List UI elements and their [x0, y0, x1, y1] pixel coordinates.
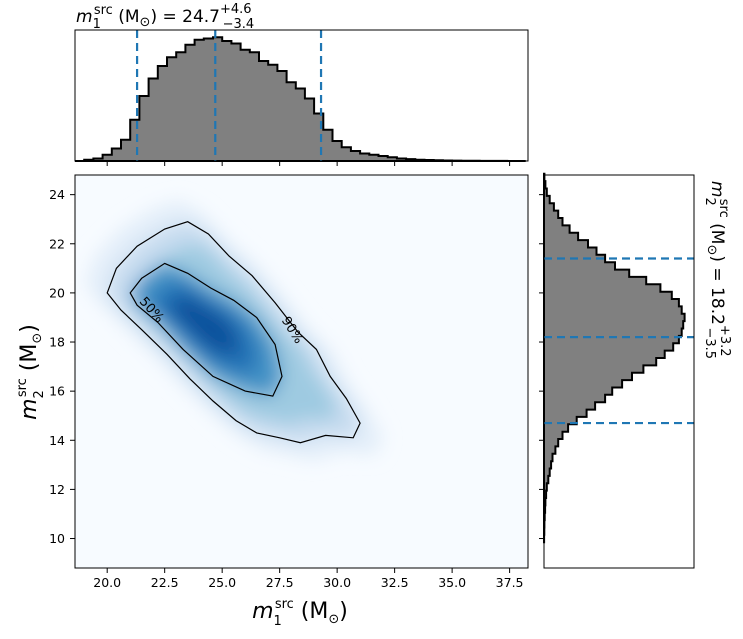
right-panel-ticks	[539, 194, 544, 540]
y-axis-ticks: 10 12 14 16 18 20 22 24	[49, 187, 75, 546]
density-heatmap	[84, 200, 384, 461]
y-tick-label: 22	[49, 236, 65, 251]
y-tick-label: 24	[49, 187, 65, 202]
top-quantile-lines	[135, 30, 323, 161]
right-marginal-panel	[539, 172, 695, 569]
y-axis-label: m2src (M⊙)	[15, 324, 47, 420]
top-panel-frame	[74, 29, 529, 162]
x-tick-label: 37.5	[496, 575, 524, 590]
y-tick-label: 10	[49, 531, 65, 546]
y-tick-label: 16	[49, 384, 65, 399]
x-tick-label: 22.5	[151, 575, 179, 590]
top-marginal-panel	[74, 29, 529, 166]
x-axis-ticks: 20.0 22.5 25.0 27.5 30.0 32.5 35.0 37.5	[93, 568, 524, 590]
y-tick-label: 12	[49, 482, 65, 497]
x-tick-label: 32.5	[381, 575, 409, 590]
x-axis-label: m1src (M⊙)	[252, 597, 348, 629]
x-tick-label: 30.0	[323, 575, 351, 590]
y-tick-label: 20	[49, 285, 65, 300]
y-tick-label: 14	[49, 433, 65, 448]
top-histogram	[75, 36, 526, 162]
x-tick-label: 35.0	[438, 575, 466, 590]
x-tick-label: 27.5	[266, 575, 294, 590]
joint-panel-frame	[74, 174, 529, 569]
top-histogram-bars	[75, 36, 526, 162]
right-histogram-bars	[543, 172, 686, 544]
x-tick-label: 20.0	[93, 575, 121, 590]
x-tick-label: 25.0	[208, 575, 236, 590]
density-layer-5	[169, 295, 238, 356]
joint-panel: 50%90% 20.0 22.5 25.0 27.5 30.0 32.5 35.0 37.5 …	[49, 174, 529, 590]
right-panel-frame	[543, 174, 695, 569]
right-marginal-title: m2src (M⊙) = 18.2+3.2−3.5	[702, 181, 732, 359]
top-panel-ticks	[106, 161, 511, 166]
contour-50pct	[129, 262, 283, 397]
right-histogram	[543, 172, 686, 544]
contour-group	[106, 221, 361, 444]
y-tick-label: 18	[49, 335, 65, 350]
top-marginal-title: m1src (M⊙) = 24.7+4.6 −3.4	[76, 2, 254, 32]
contour-90pct	[106, 221, 361, 444]
right-quantile-lines	[544, 257, 694, 425]
